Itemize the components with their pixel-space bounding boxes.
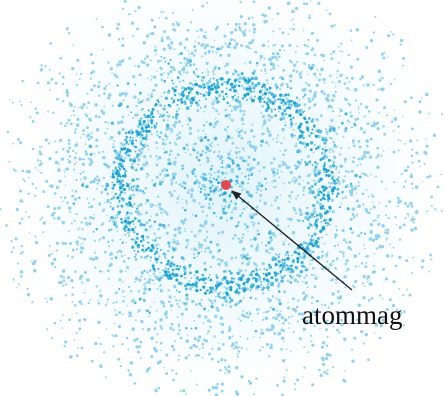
orbital-diagram: atommag [0,0,445,396]
nucleus [221,180,231,190]
nucleus-label: atommag [302,300,402,330]
page: {"labels": {"nucleus": "atommag"}} atomm… [0,0,445,396]
cloud-haze [0,0,445,396]
